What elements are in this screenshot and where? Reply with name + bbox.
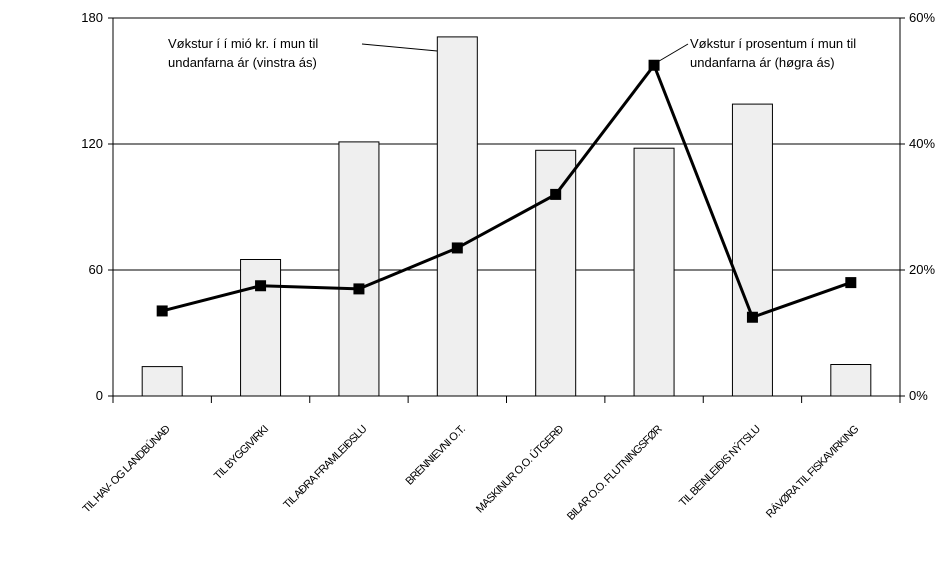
- tick-labels: 0 60 120 180 0% 20% 40% 60% TIL HAV- OG LANDBÚNA…: [80, 10, 936, 523]
- y-right-tick-label: 20%: [909, 262, 935, 277]
- y-left-tick-label: 120: [81, 136, 103, 151]
- annotation-line-line2: undanfarna ár (høgra ás): [690, 55, 835, 70]
- bar: [240, 259, 282, 397]
- bar: [338, 141, 380, 397]
- line-point-marker: [156, 305, 168, 317]
- x-category-label: MASKINUR O.O. ÚTGERÐ: [473, 422, 566, 515]
- x-category-label: TIL BEINLEIÐIS NÝTSLU: [676, 422, 763, 509]
- axes: [108, 17, 905, 403]
- bar: [535, 149, 577, 397]
- line-point-marker: [353, 283, 365, 295]
- series-line: [161, 62, 852, 320]
- x-category-label: TIL HAV- OG LANDBÚNAÐ: [80, 422, 173, 515]
- annotation-line-line1: Vøkstur í prosentum í mun til: [690, 36, 856, 51]
- line-point-marker: [746, 311, 758, 323]
- y-right-tick-label: 0%: [909, 388, 928, 403]
- x-category-label: TIL BYGGIVIRKI: [212, 423, 271, 482]
- bar: [731, 103, 773, 397]
- x-category-label: BILAR O.O. FLUTNINGSFØR: [565, 423, 665, 523]
- bar: [633, 147, 675, 397]
- annotation-bars-line1: Vøkstur í í mió kr. í mun til: [168, 36, 318, 51]
- x-category-label: RÁVØRA TIL FISKAVIRKING: [763, 423, 861, 521]
- annotation-bars-line2: undanfarna ár (vinstra ás): [168, 55, 317, 70]
- line-point-marker: [648, 59, 660, 71]
- y-left-tick-label: 60: [89, 262, 103, 277]
- bar: [830, 364, 872, 397]
- bar: [141, 366, 183, 397]
- y-right-tick-label: 60%: [909, 10, 935, 25]
- y-left-tick-label: 0: [96, 388, 103, 403]
- x-category-label: BRENNIEVNI O.T.: [403, 423, 467, 487]
- bar: [436, 36, 478, 397]
- y-right-tick-label: 40%: [909, 136, 935, 151]
- line-point-marker: [845, 277, 857, 289]
- line-series: [156, 59, 857, 323]
- line-point-marker: [550, 188, 562, 200]
- line-point-marker: [451, 242, 463, 254]
- annotation-bars-leader: [361, 43, 438, 52]
- line-point-marker: [255, 280, 267, 292]
- annotations: Vøkstur í í mió kr. í mun til undanfarna …: [168, 36, 856, 70]
- x-category-label: TIL AÐRA FRAMLEIÐSLU: [281, 423, 369, 511]
- annotation-line-leader: [656, 43, 689, 63]
- bar-series: [141, 36, 872, 397]
- y-left-tick-label: 180: [81, 10, 103, 25]
